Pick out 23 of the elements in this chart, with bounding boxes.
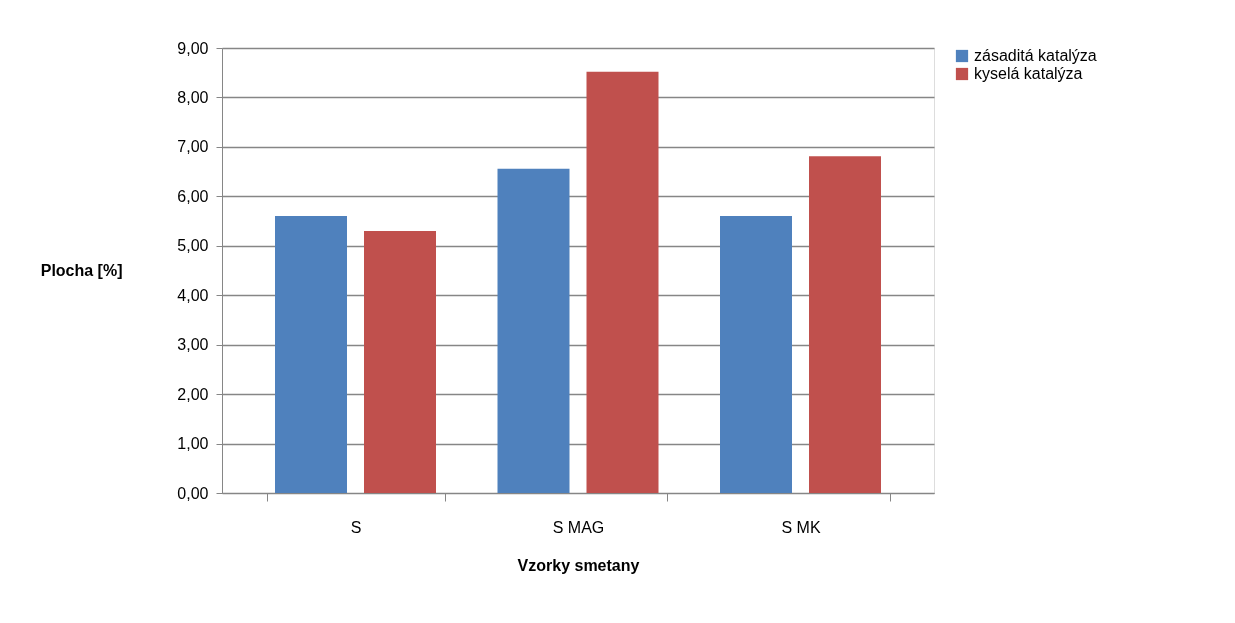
y-tick-label: 0,00 — [177, 484, 209, 502]
y-axis-title: Plocha [%] — [40, 261, 123, 279]
legend-label: zásaditá katalýza — [974, 47, 1097, 64]
bar — [364, 230, 436, 493]
y-tick-label: 6,00 — [177, 187, 209, 205]
y-tick-label: 2,00 — [177, 385, 209, 403]
y-tick-label: 5,00 — [177, 237, 209, 255]
bar — [275, 216, 347, 493]
x-tick-label: S MAG — [552, 518, 605, 536]
bar — [586, 71, 659, 493]
x-tick-label: S MK — [781, 518, 821, 536]
x-tick-label: S — [350, 518, 362, 536]
bar — [809, 156, 881, 493]
x-axis-title: Vzorky smetany — [517, 556, 640, 574]
y-tick-label: 7,00 — [177, 138, 209, 156]
y-tick-label: 1,00 — [177, 435, 209, 453]
bar — [497, 168, 570, 493]
y-tick-label: 9,00 — [177, 39, 209, 57]
bar — [720, 216, 792, 493]
y-tick-label: 8,00 — [177, 88, 209, 106]
y-tick-label: 4,00 — [177, 286, 209, 304]
y-tick-label: 3,00 — [177, 336, 209, 354]
legend-label: kyselá katalýza — [974, 65, 1083, 82]
